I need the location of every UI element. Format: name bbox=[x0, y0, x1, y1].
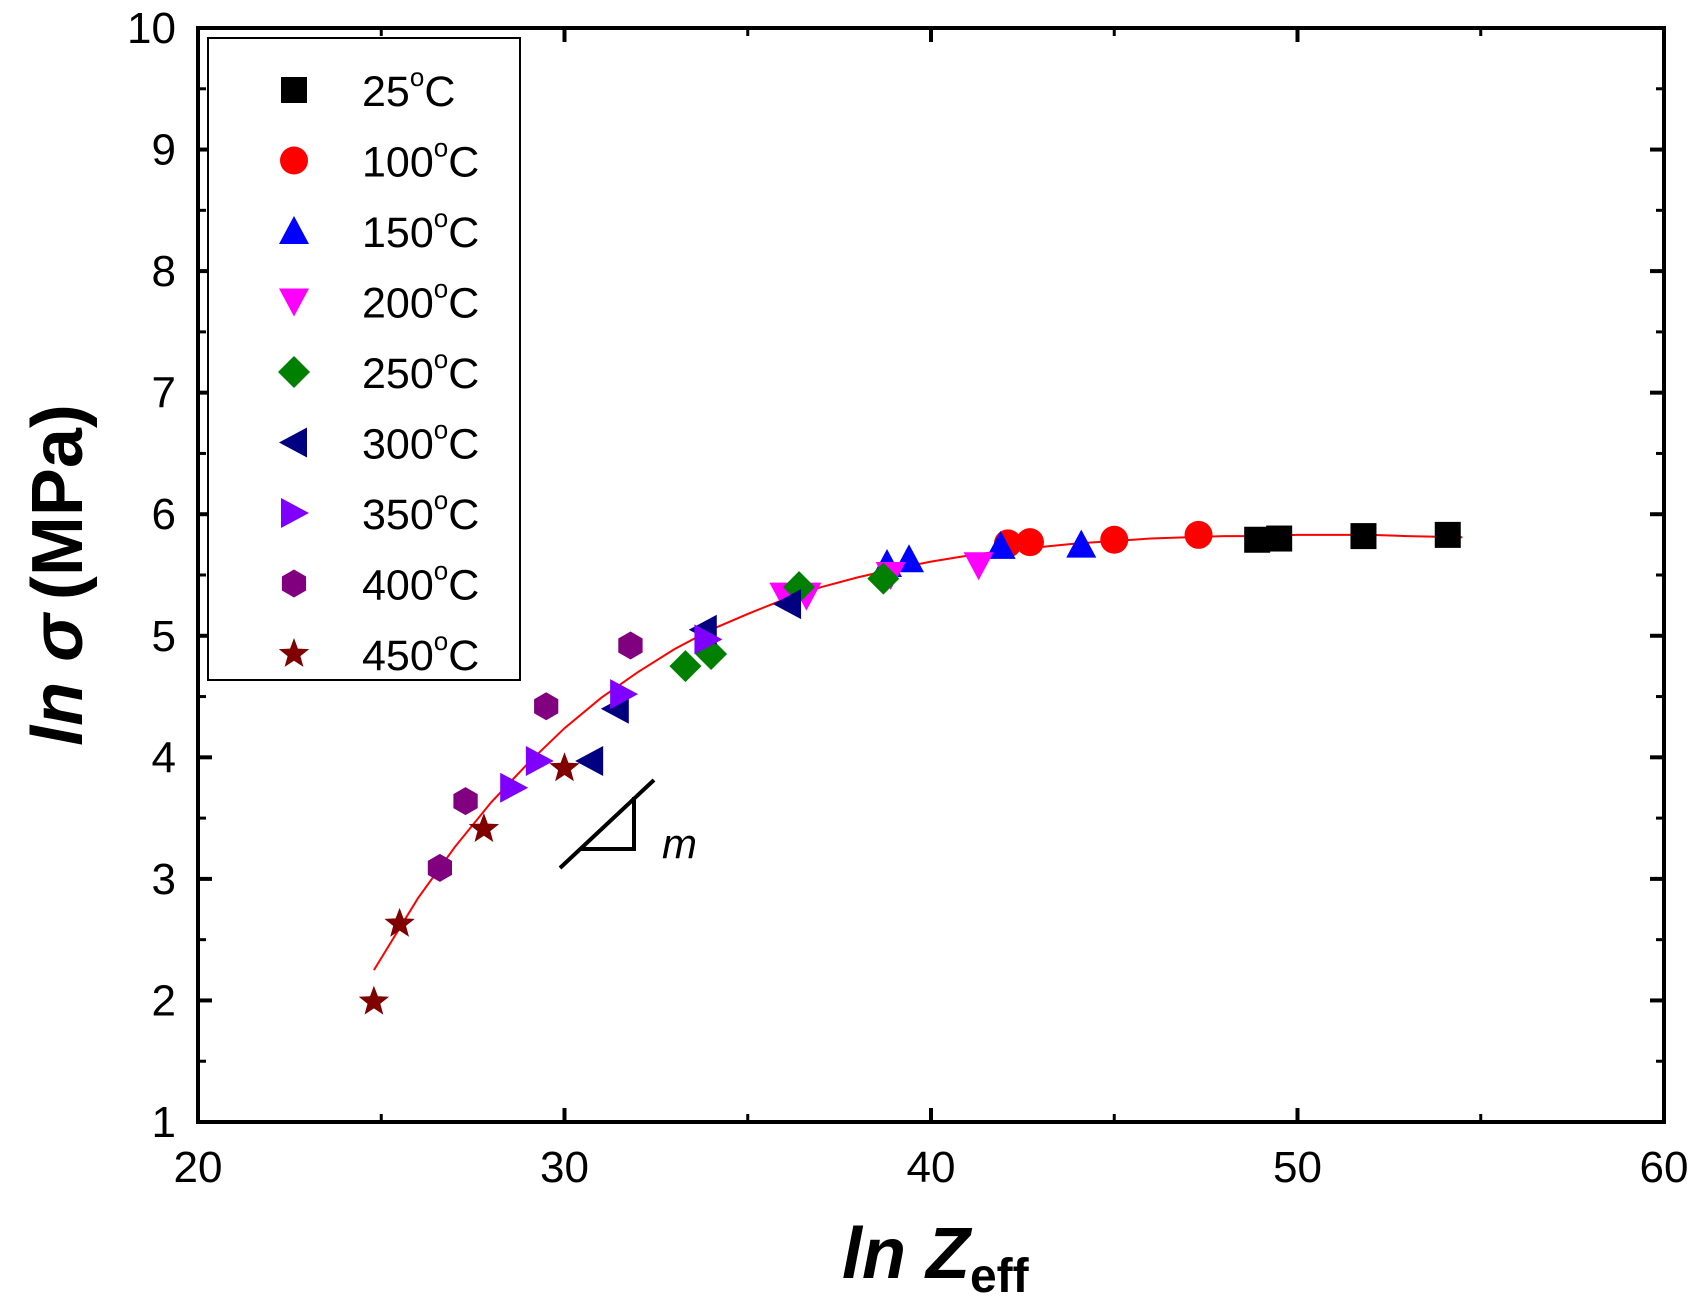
data-point-350C bbox=[525, 745, 554, 776]
data-point-400C bbox=[618, 631, 643, 660]
legend-label: 25oC bbox=[362, 62, 455, 116]
data-series bbox=[358, 520, 1461, 1015]
data-point-25C bbox=[1266, 525, 1293, 552]
series-300C bbox=[575, 589, 802, 776]
y-tick-label: 6 bbox=[152, 490, 176, 539]
legend-item-25C: 25oC bbox=[281, 62, 455, 116]
data-point-150C bbox=[985, 530, 1016, 559]
legend-item-250C: 250oC bbox=[278, 344, 479, 398]
y-axis-title: ln σ(MPa) bbox=[18, 404, 98, 746]
legend-label: 300oC bbox=[362, 415, 479, 469]
series-100C bbox=[993, 520, 1213, 558]
data-point-100C bbox=[1015, 528, 1044, 557]
data-point-250C bbox=[867, 562, 900, 595]
data-point-450C bbox=[468, 813, 500, 842]
data-point-300C bbox=[773, 589, 802, 620]
legend-marker-25C bbox=[281, 77, 307, 103]
legend-item-100C: 100oC bbox=[280, 133, 479, 187]
y-tick-label: 9 bbox=[152, 126, 176, 175]
x-axis-title: ln Zeff bbox=[842, 1214, 1030, 1303]
legend-item-300C: 300oC bbox=[279, 415, 479, 469]
data-point-400C bbox=[534, 692, 559, 721]
legend-marker-300C bbox=[279, 427, 307, 458]
legend-marker-150C bbox=[279, 216, 309, 244]
data-point-350C bbox=[500, 772, 529, 803]
y-tick-label: 5 bbox=[152, 612, 176, 661]
y-tick-label: 3 bbox=[152, 855, 176, 904]
data-point-200C bbox=[963, 552, 994, 581]
legend-box bbox=[207, 37, 521, 681]
data-point-400C bbox=[453, 787, 478, 816]
legend-item-400C: 400oC bbox=[281, 556, 479, 610]
legend-item-450C: 450oC bbox=[278, 626, 479, 680]
data-point-450C bbox=[384, 907, 415, 937]
y-axis-ticks: 1 2 3 4 5 6 7 8 9 10 bbox=[127, 4, 1664, 1147]
slope-triangle-annotation: m bbox=[558, 778, 697, 870]
legend-marker-450C bbox=[278, 638, 310, 667]
data-point-400C bbox=[427, 853, 452, 882]
legend: 25oC 100oC 150oC 200oC 250oC 300oC 350oC 400oC 4… bbox=[207, 37, 521, 681]
data-point-25C bbox=[1434, 521, 1461, 548]
y-tick-label: 8 bbox=[152, 247, 176, 296]
data-point-250C bbox=[669, 650, 702, 683]
data-point-350C bbox=[610, 679, 639, 710]
data-point-350C bbox=[694, 624, 723, 655]
data-point-300C bbox=[575, 745, 604, 776]
slope-hypotenuse bbox=[558, 778, 656, 870]
x-tick-label: 50 bbox=[1273, 1143, 1322, 1192]
legend-label: 100oC bbox=[362, 133, 479, 187]
legend-marker-250C bbox=[278, 356, 310, 388]
y-tick-label: 2 bbox=[152, 976, 176, 1025]
x-axis-ticks: 20 30 40 50 60 bbox=[174, 28, 1689, 1192]
data-point-100C bbox=[1184, 520, 1213, 549]
x-tick-label: 20 bbox=[174, 1143, 223, 1192]
data-point-25C bbox=[1244, 526, 1271, 553]
legend-label: 200oC bbox=[362, 274, 479, 328]
series-25C bbox=[1244, 521, 1461, 553]
series-350C bbox=[500, 624, 723, 803]
legend-marker-200C bbox=[279, 288, 309, 317]
series-400C bbox=[427, 631, 643, 882]
data-point-100C bbox=[1100, 525, 1129, 554]
legend-label: 400oC bbox=[362, 556, 479, 610]
y-tick-label: 10 bbox=[127, 4, 176, 53]
x-tick-label: 60 bbox=[1640, 1143, 1689, 1192]
x-tick-label: 40 bbox=[907, 1143, 956, 1192]
x-tick-label: 30 bbox=[540, 1143, 589, 1192]
y-tick-label: 1 bbox=[152, 1098, 176, 1147]
legend-label: 150oC bbox=[362, 203, 479, 257]
legend-item-150C: 150oC bbox=[279, 203, 479, 257]
legend-label: 350oC bbox=[362, 485, 479, 539]
series-250C bbox=[669, 562, 900, 683]
legend-label: 250oC bbox=[362, 344, 479, 398]
data-point-25C bbox=[1350, 523, 1377, 550]
legend-marker-100C bbox=[280, 146, 308, 175]
y-tick-label: 7 bbox=[152, 369, 176, 418]
legend-item-200C: 200oC bbox=[279, 274, 479, 328]
y-tick-label: 4 bbox=[152, 733, 176, 782]
legend-marker-350C bbox=[281, 498, 309, 528]
slope-label: m bbox=[662, 820, 697, 867]
legend-item-350C: 350oC bbox=[281, 485, 479, 539]
data-point-150C bbox=[1066, 529, 1097, 558]
series-450C bbox=[358, 752, 580, 1015]
data-point-450C bbox=[358, 985, 390, 1015]
legend-marker-400C bbox=[281, 569, 307, 598]
legend-label: 450oC bbox=[362, 626, 479, 680]
data-point-450C bbox=[549, 752, 580, 782]
